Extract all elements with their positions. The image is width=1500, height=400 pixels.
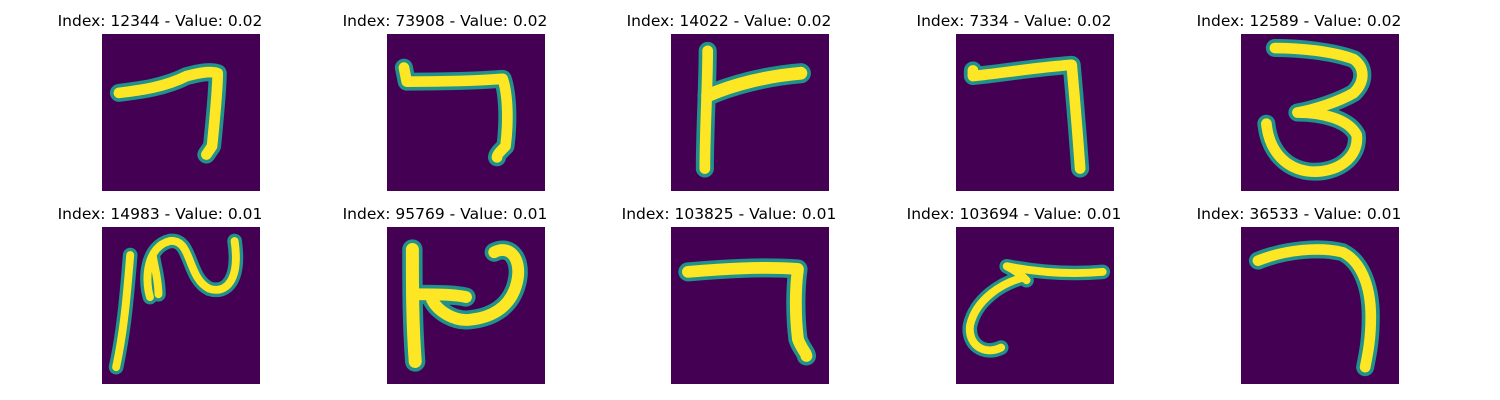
digit-glyph bbox=[956, 34, 1114, 191]
panel-4: Index: 7334 - Value: 0.02 bbox=[894, 11, 1134, 201]
panel-title: Index: 12344 - Value: 0.02 bbox=[57, 12, 263, 30]
panel-6: Index: 14983 - Value: 0.01 bbox=[40, 204, 280, 394]
digit-image bbox=[671, 34, 829, 191]
digit-image bbox=[1241, 227, 1399, 384]
digit-glyph bbox=[671, 227, 829, 384]
panel-3: Index: 14022 - Value: 0.02 bbox=[609, 11, 849, 201]
panel-title: Index: 7334 - Value: 0.02 bbox=[916, 12, 1112, 30]
digit-image bbox=[102, 34, 260, 191]
digit-image bbox=[387, 34, 545, 191]
panel-title: Index: 12589 - Value: 0.02 bbox=[1196, 12, 1402, 30]
panel-title: Index: 103825 - Value: 0.01 bbox=[621, 205, 837, 223]
digit-glyph bbox=[956, 227, 1114, 384]
digit-image bbox=[956, 34, 1114, 191]
panel-9: Index: 103694 - Value: 0.01 bbox=[894, 204, 1134, 394]
digit-glyph bbox=[102, 227, 260, 384]
panel-7: Index: 95769 - Value: 0.01 bbox=[325, 204, 565, 394]
digit-glyph bbox=[1241, 34, 1399, 191]
digit-image bbox=[102, 227, 260, 384]
panel-title: Index: 95769 - Value: 0.01 bbox=[342, 205, 548, 223]
digit-glyph bbox=[1241, 227, 1399, 384]
panel-title: Index: 73908 - Value: 0.02 bbox=[342, 12, 548, 30]
panel-8: Index: 103825 - Value: 0.01 bbox=[609, 204, 849, 394]
panel-5: Index: 12589 - Value: 0.02 bbox=[1179, 11, 1419, 201]
panel-2: Index: 73908 - Value: 0.02 bbox=[325, 11, 565, 201]
panel-1: Index: 12344 - Value: 0.02 bbox=[40, 11, 280, 201]
panel-title: Index: 103694 - Value: 0.01 bbox=[906, 205, 1122, 223]
digit-image bbox=[671, 227, 829, 384]
digit-glyph bbox=[671, 34, 829, 191]
panel-title: Index: 36533 - Value: 0.01 bbox=[1196, 205, 1402, 223]
panel-10: Index: 36533 - Value: 0.01 bbox=[1179, 204, 1419, 394]
digit-glyph bbox=[387, 34, 545, 191]
digit-image bbox=[1241, 34, 1399, 191]
panel-title: Index: 14022 - Value: 0.02 bbox=[626, 12, 832, 30]
digit-glyph bbox=[387, 227, 545, 384]
digit-image bbox=[387, 227, 545, 384]
digit-image bbox=[956, 227, 1114, 384]
digit-glyph bbox=[102, 34, 260, 191]
panel-title: Index: 14983 - Value: 0.01 bbox=[57, 205, 263, 223]
